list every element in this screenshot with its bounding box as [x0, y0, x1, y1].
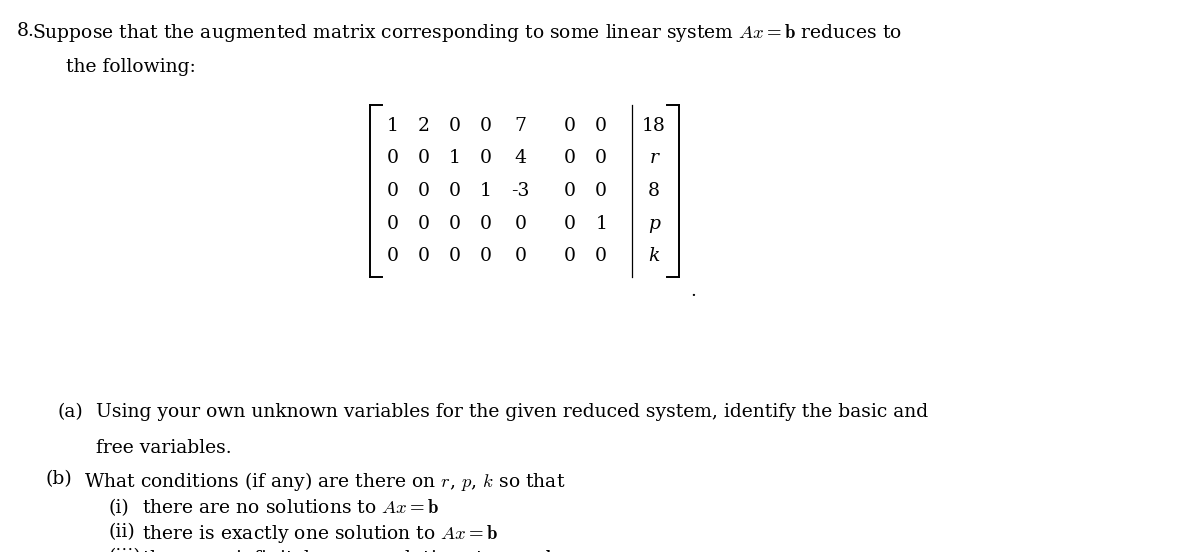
Text: 0: 0 [386, 215, 398, 232]
Text: (ii): (ii) [108, 523, 134, 542]
Text: 0: 0 [386, 182, 398, 200]
Text: 0: 0 [418, 247, 430, 265]
Text: 1: 1 [480, 182, 492, 200]
Text: 0: 0 [515, 215, 527, 232]
Text: 2: 2 [418, 117, 430, 135]
Text: 4: 4 [515, 150, 527, 167]
Text: 0: 0 [564, 215, 576, 232]
Text: the following:: the following: [66, 58, 196, 76]
Text: 0: 0 [418, 150, 430, 167]
Text: 0: 0 [595, 247, 607, 265]
Text: 0: 0 [564, 117, 576, 135]
Text: 0: 0 [449, 215, 461, 232]
Text: Using your own unknown variables for the given reduced system, identify the basi: Using your own unknown variables for the… [96, 403, 928, 421]
Text: 0: 0 [449, 182, 461, 200]
Text: k: k [648, 247, 660, 265]
Text: there are no solutions to $Ax = \mathbf{b}$: there are no solutions to $Ax = \mathbf{… [142, 499, 439, 517]
Text: 0: 0 [386, 247, 398, 265]
Text: there are infinitely many solutions to $Ax = \mathbf{b}$: there are infinitely many solutions to $… [142, 548, 557, 552]
Text: 0: 0 [480, 150, 492, 167]
Text: 0: 0 [386, 150, 398, 167]
Text: 0: 0 [480, 247, 492, 265]
Text: 0: 0 [564, 150, 576, 167]
Text: What conditions (if any) are there on $r$, $p$, $k$ so that: What conditions (if any) are there on $r… [84, 470, 565, 493]
Text: 0: 0 [595, 117, 607, 135]
Text: 0: 0 [418, 215, 430, 232]
Text: 0: 0 [418, 182, 430, 200]
Text: 0: 0 [480, 215, 492, 232]
Text: 1: 1 [449, 150, 461, 167]
Text: (b): (b) [46, 470, 72, 489]
Text: 0: 0 [480, 117, 492, 135]
Text: -3: -3 [511, 182, 530, 200]
Text: 7: 7 [515, 117, 527, 135]
Text: (a): (a) [58, 403, 83, 421]
Text: 0: 0 [449, 117, 461, 135]
Text: r: r [649, 150, 659, 167]
Text: .: . [690, 282, 696, 300]
Text: 0: 0 [564, 182, 576, 200]
Text: 8.: 8. [17, 22, 35, 40]
Text: 0: 0 [564, 247, 576, 265]
Text: 18: 18 [642, 117, 666, 135]
Text: (iii): (iii) [108, 548, 140, 552]
Text: Suppose that the augmented matrix corresponding to some linear system $Ax = \mat: Suppose that the augmented matrix corres… [32, 22, 902, 44]
Text: 1: 1 [386, 117, 398, 135]
Text: there is exactly one solution to $Ax = \mathbf{b}$: there is exactly one solution to $Ax = \… [142, 523, 498, 545]
Text: 8: 8 [648, 182, 660, 200]
Text: 0: 0 [595, 182, 607, 200]
Text: (i): (i) [108, 499, 128, 517]
Text: 1: 1 [595, 215, 607, 232]
Text: 0: 0 [515, 247, 527, 265]
Text: 0: 0 [449, 247, 461, 265]
Text: free variables.: free variables. [96, 439, 232, 457]
Text: p: p [648, 215, 660, 232]
Text: 0: 0 [595, 150, 607, 167]
